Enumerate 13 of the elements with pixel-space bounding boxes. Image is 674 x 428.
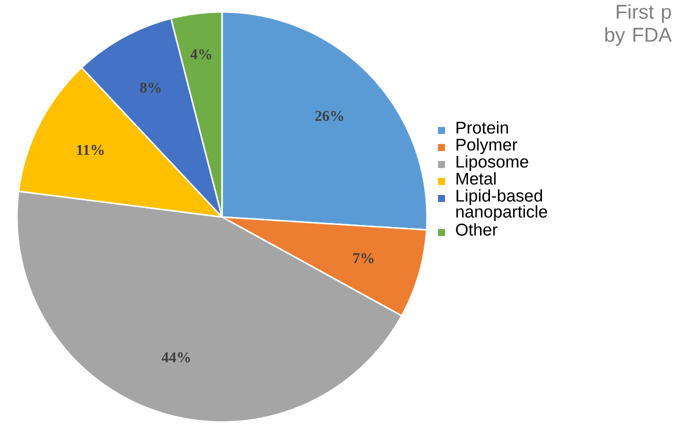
legend-label: Protein — [456, 121, 508, 134]
text: First p by FDA — [605, 4, 672, 46]
data-label: 8% — [140, 82, 161, 93]
data-label: 44% — [162, 352, 190, 362]
data-label: 4% — [190, 49, 212, 60]
legend-label: Metal — [456, 172, 496, 185]
legend-label: Polymer — [456, 138, 518, 154]
data-label: 26% — [315, 110, 344, 122]
legend-label: Liposome — [456, 155, 528, 172]
data-label: 7% — [353, 253, 374, 264]
data-label: 11% — [77, 144, 104, 156]
legend-label: Lipid-based nanoparticle — [456, 189, 548, 222]
legend-label: Other — [456, 223, 498, 236]
